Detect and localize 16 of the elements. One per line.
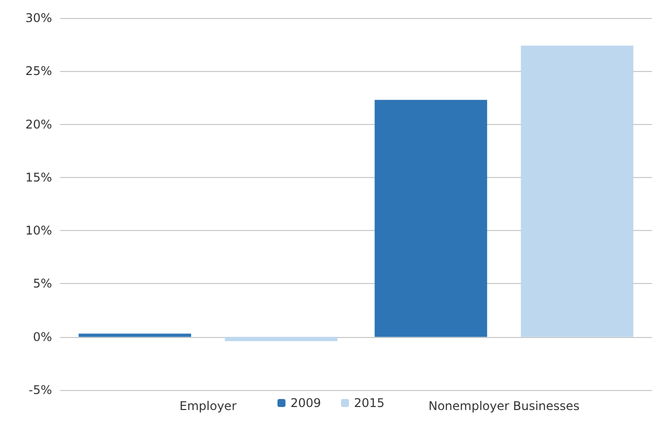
y-tick-label: 0%	[32, 330, 52, 344]
legend-label: 2009	[290, 396, 322, 410]
y-tick-label: 10%	[25, 224, 52, 238]
y-tick-label: 25%	[25, 64, 52, 78]
y-tick-label: 30%	[25, 11, 52, 25]
bar	[224, 336, 338, 342]
x-tick-label: Nonemployer Businesses	[428, 399, 580, 413]
y-tick-label: -5%	[28, 383, 52, 397]
y-tick-label: 15%	[25, 170, 52, 184]
y-tick-label: 20%	[25, 117, 52, 132]
bar	[374, 100, 488, 337]
bar	[520, 46, 634, 337]
y-tick-label: 5%	[32, 276, 52, 291]
legend-label: 2015	[354, 396, 385, 410]
bar	[78, 334, 192, 337]
x-tick-label: Employer	[180, 399, 237, 413]
